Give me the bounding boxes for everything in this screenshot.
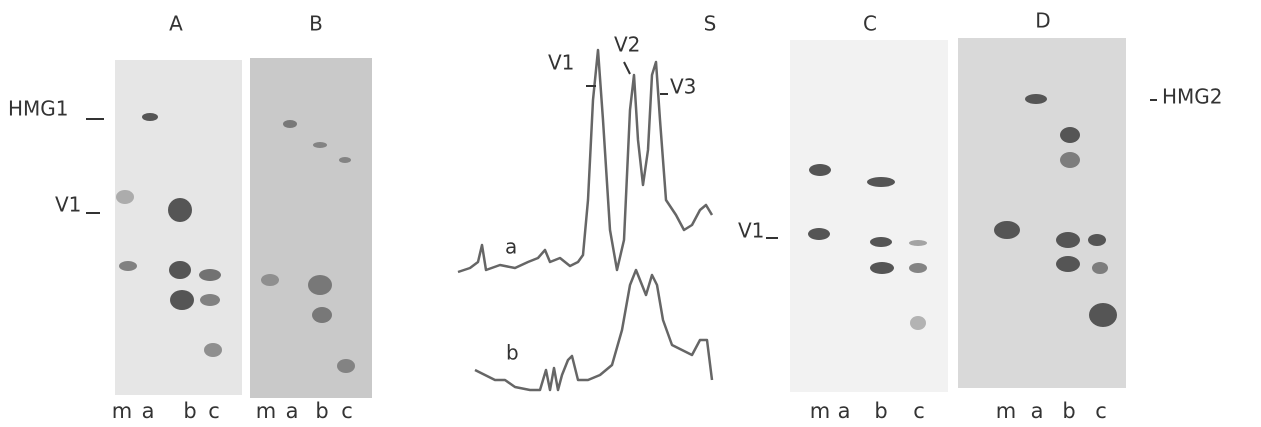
lane-label: a <box>142 399 155 423</box>
lane-label: c <box>913 399 925 423</box>
lane-label: b <box>315 399 328 423</box>
panel-label: S <box>704 12 717 36</box>
marker-label: HMG1 <box>8 97 69 121</box>
lane-label: m <box>112 399 132 423</box>
lane-label: c <box>1095 399 1107 423</box>
lane-label: a <box>1031 399 1044 423</box>
panel-label: C <box>863 12 877 36</box>
lane-label: a <box>286 399 299 423</box>
curve-label: b <box>506 341 519 365</box>
trace-b <box>474 268 714 392</box>
panel-label: A <box>169 12 183 36</box>
lane-label: a <box>838 399 851 423</box>
lane-label: b <box>183 399 196 423</box>
lane-label: m <box>996 399 1016 423</box>
peak-pointer <box>623 61 631 75</box>
bands <box>116 94 1117 373</box>
panel-label: B <box>309 12 323 36</box>
marker-label: V1 <box>738 219 764 243</box>
lane-label: c <box>341 399 353 423</box>
gel-c <box>790 40 948 392</box>
lane-label: b <box>874 399 887 423</box>
trace-a <box>457 48 714 274</box>
peak-label: V3 <box>670 75 696 99</box>
gel-b <box>250 58 372 398</box>
gel-a <box>115 60 242 395</box>
curve-label: a <box>505 235 517 259</box>
marker-label: V1 <box>55 193 81 217</box>
marker-label: HMG2 <box>1162 85 1223 109</box>
lane-label: m <box>256 399 276 423</box>
lane-label: m <box>810 399 830 423</box>
peak-label: V1 <box>548 51 574 75</box>
lane-label: c <box>208 399 220 423</box>
gel-d <box>958 38 1126 388</box>
panel-label: D <box>1035 9 1050 33</box>
lane-label: b <box>1062 399 1075 423</box>
peak-label: V2 <box>614 33 640 57</box>
